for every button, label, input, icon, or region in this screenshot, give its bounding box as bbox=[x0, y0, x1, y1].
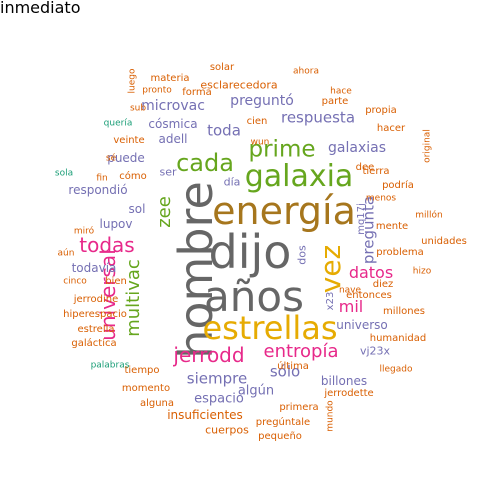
word-ahora: ahora bbox=[293, 66, 319, 77]
word-pregunto: preguntó bbox=[230, 93, 294, 109]
word-cien: cien bbox=[246, 116, 268, 127]
word-sola: sola bbox=[54, 168, 74, 179]
word-problema: problema bbox=[376, 247, 424, 258]
word-insuficientes: insuficientes bbox=[167, 408, 243, 422]
word-algun: algún bbox=[237, 383, 275, 399]
word-dos: dos bbox=[295, 245, 309, 265]
word-veinte: veinte bbox=[113, 135, 145, 146]
word-materia: materia bbox=[150, 73, 190, 84]
word-hizo: hizo bbox=[412, 266, 432, 277]
word-nave: nave bbox=[338, 285, 362, 296]
word-toda: toda bbox=[207, 121, 241, 140]
word-datos: datos bbox=[348, 263, 394, 282]
word-galaxia: galaxia bbox=[244, 159, 354, 194]
word-estrella: estrella bbox=[77, 324, 115, 335]
word-estrellas: estrellas bbox=[202, 309, 338, 347]
word-hiperespacio: hiperespacio bbox=[63, 309, 127, 320]
word-miro: miró bbox=[73, 226, 95, 237]
word-cuerpos: cuerpos bbox=[205, 423, 249, 437]
word-todavia: todavía bbox=[71, 261, 117, 275]
word-respuesta: respuesta bbox=[280, 108, 356, 127]
word-solar: solar bbox=[209, 62, 235, 73]
word-microvac: microvac bbox=[141, 98, 205, 114]
word-adell: adell bbox=[158, 132, 188, 146]
word-cosmica: cósmica bbox=[148, 117, 198, 131]
word-respondio: respondió bbox=[68, 183, 128, 197]
word-ser: ser bbox=[159, 165, 177, 179]
word-palabras: palabras bbox=[90, 360, 130, 371]
word-millon: millón bbox=[415, 210, 443, 221]
word-inmediato: inmediato bbox=[0, 0, 81, 17]
word-original: original bbox=[422, 129, 433, 163]
word-universo: universo bbox=[336, 318, 388, 332]
word-entonces: entonces bbox=[346, 290, 392, 301]
word-jerrodine: jerrodine bbox=[73, 294, 119, 305]
word-dijo: dijo bbox=[208, 225, 292, 279]
word-millones: millones bbox=[383, 306, 425, 317]
word-menos: menos bbox=[365, 193, 397, 204]
word-x23: x23 bbox=[325, 291, 336, 311]
word-entropia: entropía bbox=[263, 341, 339, 362]
word-energia: energía bbox=[212, 189, 356, 233]
word-llegado: llegado bbox=[379, 364, 413, 375]
word-jerrodette: jerrodette bbox=[324, 388, 374, 399]
word-bien: bien bbox=[105, 276, 127, 287]
word-prime: prime bbox=[248, 136, 316, 163]
word-alguna: alguna bbox=[139, 398, 175, 409]
word-forma: forma bbox=[182, 87, 212, 98]
word-wun: wun bbox=[250, 137, 270, 148]
word-cinco: cinco bbox=[63, 276, 87, 287]
word-esclarecedora: esclarecedora bbox=[200, 78, 278, 92]
word-aun: aún bbox=[57, 248, 75, 259]
word-luego: luego bbox=[127, 68, 138, 94]
word-podria: podría bbox=[382, 180, 414, 191]
word-jerrodd: jerrodd bbox=[173, 343, 245, 367]
word-multivac: multivac bbox=[123, 259, 144, 337]
word-se: sé bbox=[105, 153, 117, 164]
word-espacio: espacio bbox=[194, 391, 244, 407]
word-primera: primera bbox=[279, 402, 319, 413]
word-pronto: pronto bbox=[142, 85, 172, 96]
word-parte: parte bbox=[321, 96, 349, 107]
word-galactica: galáctica bbox=[71, 338, 117, 349]
word-tiempo: tiempo bbox=[124, 365, 160, 376]
word-anos: años bbox=[204, 272, 304, 321]
word-lupov: lupov bbox=[99, 217, 133, 231]
word-dee: dee bbox=[355, 162, 375, 173]
word-pequeno: pequeño bbox=[258, 431, 302, 442]
word-solo: sólo bbox=[269, 362, 301, 381]
word-propia: propia bbox=[365, 105, 397, 116]
word-sol: sol bbox=[128, 202, 146, 216]
word-fin: fin bbox=[96, 173, 108, 184]
word-hace: hace bbox=[330, 86, 352, 97]
word-puede: puede bbox=[107, 151, 145, 165]
word-dia: día bbox=[223, 175, 241, 189]
word-mil: mil bbox=[338, 297, 364, 316]
word-todas: todas bbox=[79, 233, 135, 257]
word-mundo: mundo bbox=[325, 400, 336, 432]
word-vj23x: vj23x bbox=[359, 344, 391, 358]
word-mente: mente bbox=[375, 221, 409, 232]
word-galaxias: galaxias bbox=[328, 140, 386, 156]
word-zee: zee bbox=[154, 196, 175, 228]
word-billones: billones bbox=[320, 374, 368, 388]
word-tierra: tierra bbox=[362, 166, 390, 177]
word-momento: momento bbox=[121, 383, 171, 394]
word-siempre: siempre bbox=[186, 369, 248, 388]
word-cada: cada bbox=[176, 149, 234, 177]
word-unidades: unidades bbox=[421, 236, 467, 247]
word-como: cómo bbox=[119, 171, 147, 182]
word-sub: sub bbox=[129, 103, 147, 114]
word-ultima: última bbox=[277, 361, 309, 372]
word-queria: quería bbox=[103, 118, 133, 129]
word-diez: diez bbox=[372, 279, 394, 290]
word-preguntale: pregúntale bbox=[255, 417, 311, 428]
word-hacer: hacer bbox=[376, 123, 406, 134]
word-humanidad: humanidad bbox=[369, 333, 427, 344]
word-mq17j: mq17j bbox=[356, 203, 367, 235]
